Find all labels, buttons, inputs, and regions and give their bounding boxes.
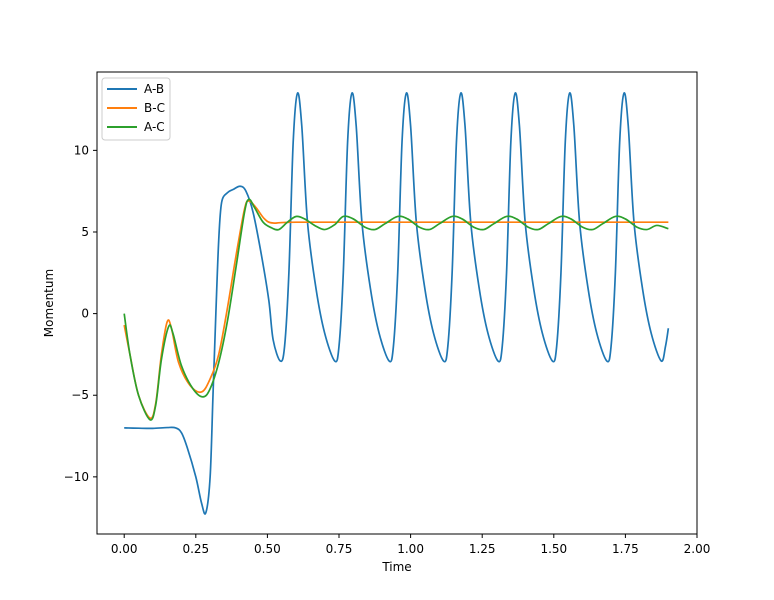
legend-label-a-c: A-C (144, 120, 165, 134)
x-tick-label: 0.25 (182, 542, 209, 556)
y-axis-ticks: −10 −5 0 5 10 (64, 143, 97, 484)
x-tick-label: 1.50 (540, 542, 567, 556)
y-tick-label: 10 (74, 143, 89, 157)
legend-label-a-b: A-B (144, 82, 164, 96)
x-tick-label: 1.00 (397, 542, 424, 556)
plot-lines (123, 92, 670, 515)
series-line-a-c (123, 198, 669, 421)
x-tick-label: 2.00 (684, 542, 711, 556)
x-tick-label: 1.75 (612, 542, 639, 556)
legend: A-B B-C A-C (101, 77, 171, 141)
series-line-a-b (124, 92, 670, 515)
x-tick-label: 0.50 (254, 542, 281, 556)
y-axis-label: Momentum (42, 269, 56, 337)
y-tick-label: 0 (81, 307, 89, 321)
x-tick-label: 0.00 (111, 542, 138, 556)
x-tick-label: 1.25 (469, 542, 496, 556)
y-tick-label: 5 (81, 225, 89, 239)
axes-frame (96, 71, 698, 535)
legend-label-b-c: B-C (144, 101, 165, 115)
y-tick-label: −5 (71, 388, 89, 402)
x-tick-label: 0.75 (326, 542, 353, 556)
x-axis-label: Time (381, 560, 411, 574)
x-axis-ticks: 0.00 0.25 0.50 0.75 1.00 1.25 1.50 1.75 2.00 (111, 534, 711, 556)
y-tick-label: −10 (64, 470, 89, 484)
